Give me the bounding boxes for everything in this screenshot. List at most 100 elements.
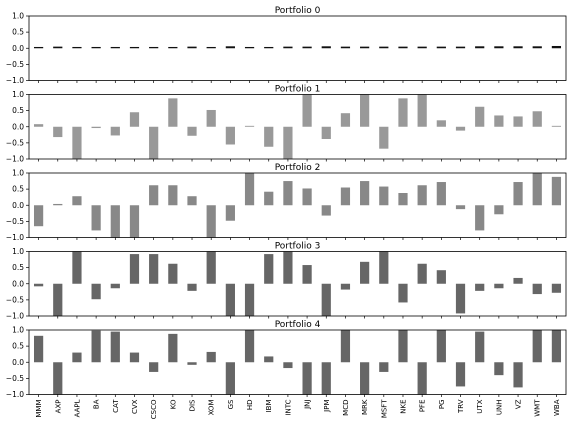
bar-MCD bbox=[340, 187, 351, 206]
x-tick-label-IBM: IBM bbox=[265, 400, 273, 413]
x-tick-label-XOM: XOM bbox=[208, 400, 216, 416]
bar-BA bbox=[91, 46, 101, 49]
bar-AAPL bbox=[72, 251, 82, 284]
bar-CVX bbox=[129, 112, 140, 127]
bar-MRK bbox=[360, 362, 370, 395]
bar-PG bbox=[436, 270, 446, 284]
plot-frame bbox=[28, 251, 567, 317]
bar-MSFT bbox=[379, 251, 389, 284]
bar-GS bbox=[225, 46, 235, 49]
bar-WBA bbox=[551, 330, 562, 363]
panel-1: Portfolio 1 1.0 0.5 0.0 −0.5 −1.0 bbox=[6, 85, 567, 164]
y-tick-label: −0.5 bbox=[6, 138, 24, 147]
y-tick-label: −1.0 bbox=[6, 390, 24, 399]
plot-frame bbox=[28, 329, 567, 395]
bar-IBM bbox=[264, 126, 274, 147]
x-tick-label-CSCO: CSCO bbox=[150, 399, 158, 419]
bar-MMM bbox=[33, 46, 44, 49]
bar-PFE bbox=[417, 185, 427, 206]
x-tick-label-WBA: WBA bbox=[553, 399, 561, 416]
x-tick-label-WMT: WMT bbox=[534, 399, 542, 417]
bar-AXP bbox=[53, 203, 63, 206]
bar-JNJ bbox=[302, 265, 312, 284]
y-tick-label: 0.5 bbox=[12, 28, 24, 37]
bar-CVX bbox=[129, 352, 140, 363]
bar-VZ bbox=[513, 182, 523, 206]
bar-BA bbox=[91, 126, 101, 129]
plot-frame bbox=[28, 172, 567, 238]
bar-MRK bbox=[360, 181, 370, 206]
bar-VZ bbox=[513, 362, 523, 388]
bar-AXP bbox=[53, 46, 63, 49]
bar-UNH bbox=[494, 46, 504, 49]
x-tick-label-AAPL: AAPL bbox=[73, 399, 81, 417]
bar-TRV bbox=[455, 362, 466, 387]
bar-TRV bbox=[455, 205, 466, 210]
bar-XOM bbox=[206, 109, 216, 127]
bar-MMM bbox=[33, 335, 44, 363]
x-tick-label-MCD: MCD bbox=[342, 400, 350, 416]
bar-WBA bbox=[551, 125, 562, 127]
bar-DIS bbox=[187, 362, 197, 365]
bar-AXP bbox=[53, 362, 63, 395]
y-tick-label: 1.0 bbox=[12, 12, 24, 21]
bar-BA bbox=[91, 330, 101, 363]
bar-UTX bbox=[475, 331, 485, 363]
y-tick-label: 0.0 bbox=[12, 279, 24, 288]
bar-MCD bbox=[340, 330, 351, 363]
x-tick-label-NKE: NKE bbox=[399, 400, 407, 414]
panel-title: Portfolio 2 bbox=[275, 163, 321, 173]
bar-MCD bbox=[340, 46, 351, 49]
x-tick-label-UTX: UTX bbox=[476, 399, 484, 413]
bar-WMT bbox=[532, 283, 542, 295]
bar-INTC bbox=[283, 46, 293, 49]
bar-UTX bbox=[475, 46, 485, 49]
bar-KO bbox=[168, 185, 178, 206]
bar-PG bbox=[436, 330, 446, 363]
bar-JNJ bbox=[302, 46, 312, 49]
bar-CSCO bbox=[149, 254, 159, 284]
bar-NKE bbox=[398, 98, 408, 127]
panel-title: Portfolio 3 bbox=[275, 242, 321, 252]
x-tick-label-TRV: TRV bbox=[457, 399, 465, 414]
x-tick-label-JNJ: JNJ bbox=[304, 400, 312, 410]
bar-TRV bbox=[455, 283, 466, 314]
bar-VZ bbox=[513, 277, 523, 284]
bar-IBM bbox=[264, 254, 274, 284]
bar-UTX bbox=[475, 205, 485, 231]
bar-XOM bbox=[206, 251, 216, 284]
bar-PG bbox=[436, 46, 446, 49]
bar-JPM bbox=[321, 126, 331, 139]
bar-PFE bbox=[417, 46, 427, 49]
y-tick-label: 1.0 bbox=[12, 247, 24, 256]
y-tick-label: −0.5 bbox=[6, 295, 24, 304]
bar-DIS bbox=[187, 196, 197, 206]
x-tick-label-JPM: JPM bbox=[323, 400, 331, 413]
y-tick-label: 1.0 bbox=[12, 169, 24, 178]
bar-MSFT bbox=[379, 46, 389, 49]
x-tick-label-HD: HD bbox=[246, 400, 254, 411]
bar-MRK bbox=[360, 261, 370, 284]
y-tick-label: −0.5 bbox=[6, 374, 24, 383]
y-tick-label: −0.5 bbox=[6, 217, 24, 226]
bar-BA bbox=[91, 205, 101, 231]
x-tick-label-MMM: MMM bbox=[35, 400, 43, 418]
bar-WMT bbox=[532, 173, 542, 206]
bar-MSFT bbox=[379, 186, 389, 206]
bar-INTC bbox=[283, 181, 293, 206]
bar-CVX bbox=[129, 205, 140, 238]
bar-DIS bbox=[187, 46, 197, 49]
bar-CSCO bbox=[149, 185, 159, 206]
bar-TRV bbox=[455, 46, 466, 49]
bar-DIS bbox=[187, 283, 197, 291]
x-tick-label-PG: PG bbox=[438, 400, 446, 410]
x-tick-label-KO: KO bbox=[169, 399, 177, 409]
panel-0: Portfolio 0 1.0 0.5 0.0 −0.5 −1.0 bbox=[6, 6, 567, 85]
bar-CAT bbox=[110, 46, 120, 49]
bar-AAPL bbox=[72, 126, 82, 159]
x-tick-label-GS: GS bbox=[227, 399, 235, 409]
bar-PFE bbox=[417, 94, 427, 127]
bar-CSCO bbox=[149, 126, 159, 159]
y-tick-label: 0.5 bbox=[12, 342, 24, 351]
bar-JNJ bbox=[302, 94, 312, 127]
